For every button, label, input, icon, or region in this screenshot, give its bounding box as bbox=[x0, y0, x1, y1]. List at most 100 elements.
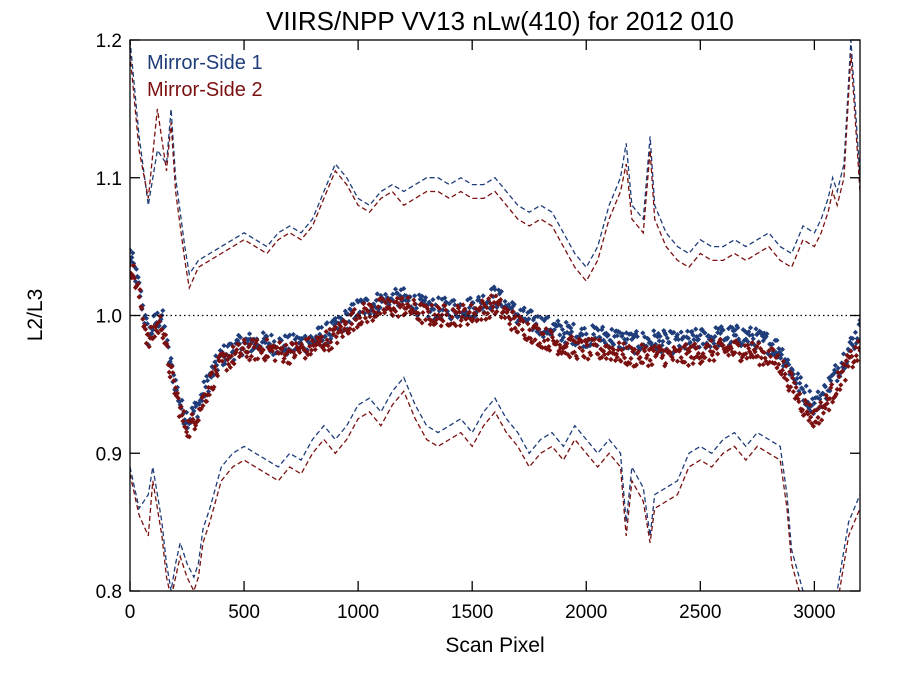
data-point bbox=[317, 342, 323, 348]
data-point bbox=[175, 395, 181, 401]
data-point bbox=[803, 383, 809, 389]
data-point bbox=[364, 319, 370, 325]
data-point bbox=[648, 340, 654, 346]
data-point bbox=[815, 389, 821, 395]
data-point bbox=[746, 329, 752, 335]
data-point bbox=[370, 317, 376, 324]
data-point bbox=[262, 340, 268, 346]
data-point bbox=[733, 332, 739, 338]
data-point bbox=[586, 336, 592, 342]
data-point bbox=[267, 341, 273, 347]
x-tick-label: 1000 bbox=[337, 602, 379, 623]
data-point bbox=[853, 340, 859, 346]
data-point bbox=[702, 354, 708, 361]
data-point bbox=[736, 342, 742, 348]
data-point bbox=[809, 396, 816, 402]
data-point bbox=[743, 351, 749, 357]
data-point bbox=[571, 349, 577, 355]
data-point bbox=[206, 392, 212, 398]
data-point bbox=[761, 349, 767, 356]
data-point bbox=[850, 364, 856, 370]
data-point bbox=[400, 302, 406, 308]
data-point bbox=[149, 331, 155, 337]
data-point bbox=[788, 371, 795, 377]
data-point bbox=[467, 316, 473, 322]
data-point bbox=[673, 336, 679, 342]
data-point bbox=[855, 338, 860, 344]
data-point bbox=[585, 356, 591, 362]
data-point bbox=[338, 324, 344, 330]
data-point bbox=[757, 362, 763, 368]
data-point bbox=[662, 330, 668, 336]
data-point bbox=[260, 347, 266, 353]
data-point bbox=[746, 345, 752, 352]
data-point bbox=[426, 299, 432, 305]
data-point bbox=[739, 341, 745, 347]
data-point bbox=[319, 324, 325, 330]
data-point bbox=[179, 412, 185, 418]
data-point bbox=[608, 338, 614, 344]
data-point bbox=[493, 293, 499, 299]
data-point bbox=[808, 408, 814, 414]
data-point bbox=[374, 310, 380, 316]
data-point bbox=[297, 349, 303, 355]
data-point bbox=[599, 327, 605, 333]
data-point bbox=[545, 314, 551, 320]
data-point bbox=[326, 347, 332, 353]
data-point bbox=[231, 357, 237, 363]
data-point bbox=[425, 309, 431, 315]
data-point bbox=[736, 350, 743, 357]
data-point bbox=[465, 313, 472, 319]
data-point bbox=[817, 404, 823, 410]
data-point bbox=[811, 400, 817, 406]
data-point bbox=[732, 350, 738, 356]
data-point bbox=[448, 316, 454, 322]
data-point bbox=[462, 306, 468, 312]
data-point bbox=[581, 325, 588, 331]
data-point bbox=[434, 316, 440, 323]
data-point bbox=[791, 379, 797, 386]
data-point bbox=[298, 341, 305, 347]
data-point bbox=[533, 322, 539, 328]
data-point bbox=[178, 403, 184, 410]
ticks-layer: 0 500 1000 1500 2000 2500 3000 0.8 0.9 1.0 1.1 1.2 bbox=[96, 31, 860, 623]
data-point bbox=[755, 330, 761, 336]
data-point bbox=[220, 351, 226, 357]
x-tick-label: 2000 bbox=[565, 602, 607, 623]
data-point bbox=[192, 426, 198, 432]
data-point bbox=[709, 352, 715, 358]
data-point bbox=[179, 397, 185, 403]
data-point bbox=[675, 336, 682, 343]
data-point bbox=[849, 341, 855, 347]
data-point bbox=[588, 352, 594, 358]
data-point bbox=[233, 349, 239, 355]
data-point bbox=[647, 357, 653, 363]
data-point bbox=[828, 385, 834, 391]
data-point bbox=[795, 396, 801, 402]
data-point bbox=[786, 362, 792, 368]
data-point bbox=[751, 347, 757, 353]
x-tick-label: 0 bbox=[125, 602, 136, 623]
data-point bbox=[604, 343, 610, 349]
data-point bbox=[638, 346, 644, 352]
data-point bbox=[334, 340, 340, 346]
data-point bbox=[835, 365, 841, 371]
data-point bbox=[807, 388, 813, 394]
data-point bbox=[264, 336, 270, 343]
data-point bbox=[645, 363, 651, 369]
data-point bbox=[635, 349, 641, 355]
data-point bbox=[653, 346, 660, 352]
data-point bbox=[517, 307, 524, 313]
data-point bbox=[386, 304, 392, 310]
data-point bbox=[559, 349, 566, 355]
data-point bbox=[850, 335, 856, 342]
data-point bbox=[486, 315, 493, 321]
data-point bbox=[720, 342, 726, 348]
data-point bbox=[497, 297, 504, 303]
data-point bbox=[660, 338, 666, 344]
data-point bbox=[424, 306, 431, 312]
data-point bbox=[699, 358, 705, 365]
data-point bbox=[829, 381, 835, 388]
data-point bbox=[752, 349, 758, 355]
data-point bbox=[794, 393, 800, 399]
